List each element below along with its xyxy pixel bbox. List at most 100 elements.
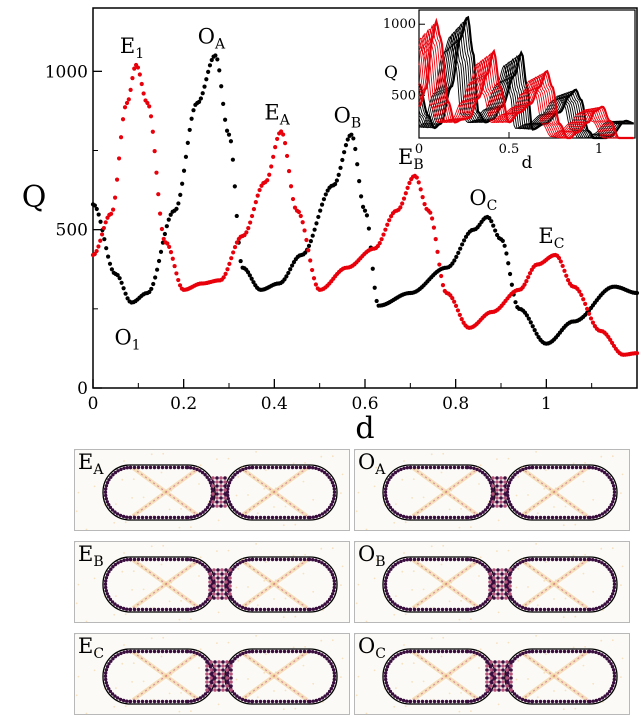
boundary-intensity-dot (172, 699, 177, 704)
coupling-dot (213, 668, 217, 672)
coupling-dot (492, 568, 496, 572)
boundary-intensity-dot (176, 515, 181, 520)
boundary-intensity-dot (432, 699, 437, 704)
boundary-intensity-dot (607, 505, 612, 510)
boundary-intensity-dot (105, 573, 110, 577)
background-speckle (440, 655, 443, 658)
boundary-intensity-dot (290, 607, 295, 612)
boundary-intensity-dot (420, 699, 425, 704)
boundary-intensity-dot (104, 487, 108, 491)
background-speckle (553, 598, 555, 600)
boundary-intensity-dot (332, 589, 336, 593)
boundary-intensity-dot (582, 607, 587, 612)
coupling-dot (217, 664, 221, 668)
data-point (577, 289, 582, 294)
coupling-dot (215, 500, 219, 504)
data-point (440, 283, 446, 288)
boundary-intensity-dot (118, 697, 123, 702)
data-point (156, 192, 161, 197)
boundary-intensity-dot (156, 699, 161, 704)
boundary-intensity-dot (192, 558, 196, 562)
data-point (314, 221, 319, 226)
data-point (491, 223, 496, 228)
boundary-intensity-dot (436, 465, 441, 470)
boundary-intensity-dot (308, 699, 312, 704)
background-speckle (180, 692, 182, 694)
boundary-intensity-dot (274, 465, 279, 470)
background-speckle (365, 712, 368, 714)
boundary-intensity-dot (395, 604, 400, 608)
background-speckle (216, 458, 218, 460)
boundary-intensity-dot (582, 557, 587, 562)
boundary-intensity-dot (244, 558, 248, 562)
coupling-dot (228, 584, 232, 588)
coupling-dot (496, 584, 500, 588)
boundary-intensity-dot (550, 649, 555, 654)
boundary-intensity-dot (180, 515, 185, 520)
boundary-intensity-dot (109, 659, 113, 663)
boundary-intensity-dot (140, 607, 145, 612)
boundary-intensity-dot (612, 671, 616, 675)
boundary-intensity-dot (298, 465, 303, 470)
background-speckle (412, 478, 415, 481)
boundary-intensity-dot (247, 558, 251, 562)
boundary-intensity-dot (225, 490, 230, 494)
boundary-intensity-dot (527, 466, 531, 470)
data-point (388, 214, 394, 219)
boundary-intensity-dot (233, 473, 237, 477)
boundary-intensity-dot (538, 515, 543, 520)
boundary-intensity-dot (399, 559, 403, 564)
boundary-intensity-dot (119, 651, 123, 656)
coupling-dot (499, 488, 503, 492)
boundary-intensity-dot (186, 699, 190, 704)
data-point (306, 248, 311, 253)
background-speckle (132, 478, 135, 481)
background-speckle (448, 508, 451, 511)
data-point (288, 184, 294, 189)
boundary-intensity-dot (520, 697, 525, 702)
boundary-intensity-dot (612, 497, 616, 501)
background-speckle (123, 552, 125, 554)
coupling-dot (217, 672, 221, 676)
boundary-intensity-dot (108, 505, 113, 510)
boundary-intensity-dot (517, 696, 522, 700)
boundary-intensity-dot (444, 607, 449, 612)
boundary-intensity-dot (534, 649, 539, 654)
boundary-intensity-dot (186, 515, 190, 520)
coupling-dot (485, 684, 489, 688)
coupling-dot (223, 504, 227, 508)
boundary-intensity-dot (597, 559, 601, 564)
boundary-intensity-dot (201, 510, 205, 514)
coupling-dot (495, 492, 499, 496)
data-point (422, 202, 427, 207)
background-speckle (142, 588, 145, 591)
background-speckle (168, 692, 171, 695)
boundary-intensity-dot (172, 465, 177, 470)
boundary-intensity-dot (258, 557, 263, 562)
boundary-intensity-dot (254, 649, 259, 654)
boundary-intensity-dot (391, 473, 395, 477)
coupling-dot (500, 596, 504, 600)
boundary-intensity-dot (168, 515, 173, 520)
boundary-intensity-dot (320, 653, 324, 657)
boundary-intensity-dot (125, 466, 129, 470)
coupling-dot (229, 676, 233, 680)
mode-panel-odd-c: OC (354, 633, 630, 715)
coupling-dot (497, 676, 501, 680)
boundary-intensity-dot (465, 465, 470, 470)
background-speckle (198, 575, 200, 577)
background-speckle (536, 696, 539, 699)
coupling-dot (493, 664, 497, 668)
coupling-dot (508, 568, 512, 572)
panel-label: EA (78, 450, 104, 479)
background-speckle (227, 549, 230, 552)
boundary-intensity-dot (323, 694, 327, 698)
data-point (198, 96, 203, 101)
data-point (383, 227, 388, 232)
boundary-intensity-dot (591, 515, 595, 519)
background-speckle (178, 618, 181, 621)
coupling-dot (491, 500, 495, 504)
data-point (153, 275, 158, 280)
background-speckle (273, 506, 275, 508)
data-point (157, 211, 163, 216)
